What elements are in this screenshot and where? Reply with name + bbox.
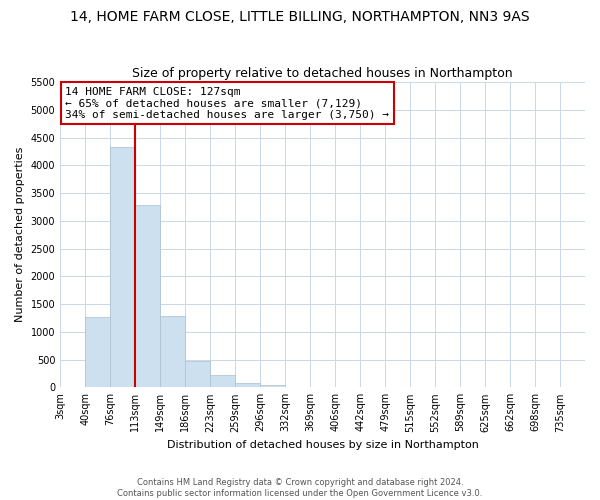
Text: 14, HOME FARM CLOSE, LITTLE BILLING, NORTHAMPTON, NN3 9AS: 14, HOME FARM CLOSE, LITTLE BILLING, NOR… [70,10,530,24]
Bar [260,385,285,388]
Text: Contains HM Land Registry data © Crown copyright and database right 2024.
Contai: Contains HM Land Registry data © Crown c… [118,478,482,498]
Y-axis label: Number of detached properties: Number of detached properties [15,147,25,322]
Bar [110,147,135,388]
Text: 14 HOME FARM CLOSE: 127sqm
← 65% of detached houses are smaller (7,129)
34% of s: 14 HOME FARM CLOSE: 127sqm ← 65% of deta… [65,86,389,120]
X-axis label: Distribution of detached houses by size in Northampton: Distribution of detached houses by size … [167,440,479,450]
Title: Size of property relative to detached houses in Northampton: Size of property relative to detached ho… [132,66,513,80]
Bar [160,316,185,388]
Bar [235,383,260,388]
Bar [210,374,235,388]
Bar [185,361,210,388]
Bar [135,204,160,388]
Bar [85,317,110,388]
